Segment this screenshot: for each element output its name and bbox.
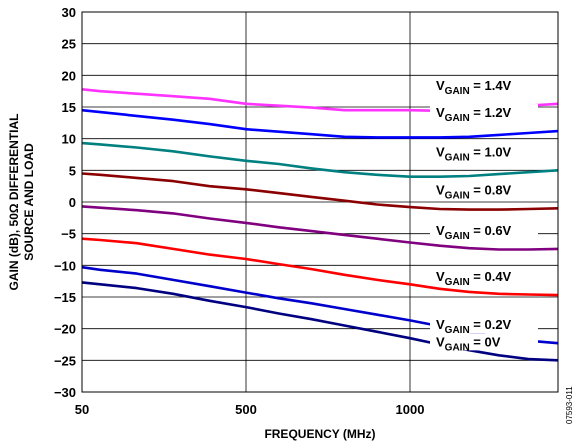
y-tick-label: −15 bbox=[54, 290, 76, 305]
series-line bbox=[81, 237, 559, 297]
series-label-background bbox=[430, 333, 538, 351]
series-label: VGAIN = 0V bbox=[436, 334, 501, 353]
series-label-background bbox=[430, 316, 538, 334]
y-tick-label: 15 bbox=[62, 100, 76, 115]
series-label-background bbox=[430, 221, 538, 239]
x-axis-title: FREQUENCY (MHz) bbox=[264, 427, 375, 441]
series-label: VGAIN = 0.4V bbox=[436, 269, 512, 288]
series-label: VGAIN = 1.0V bbox=[436, 144, 512, 163]
y-tick-label: −5 bbox=[61, 227, 76, 242]
plot-frame bbox=[81, 11, 559, 393]
figure-id: 07593-011 bbox=[565, 386, 574, 424]
y-tick-label: 10 bbox=[62, 132, 76, 147]
y-tick-label: −30 bbox=[54, 385, 76, 400]
series-label-background bbox=[430, 104, 538, 122]
series-label-background bbox=[430, 268, 538, 286]
y-tick-label: 5 bbox=[69, 163, 76, 178]
series-label: VGAIN = 0.6V bbox=[436, 223, 512, 242]
x-tick-label: 1000 bbox=[396, 402, 425, 417]
y-tick-label: 25 bbox=[62, 37, 76, 52]
x-tick-label: 50 bbox=[75, 402, 89, 417]
series-label: VGAIN = 1.2V bbox=[436, 105, 512, 124]
y-axis-title-line2: SOURCE AND LOAD bbox=[22, 143, 36, 261]
x-tick-label: 500 bbox=[235, 402, 257, 417]
series-label: VGAIN = 1.4V bbox=[436, 78, 512, 97]
series-line bbox=[81, 141, 559, 178]
y-tick-label: 20 bbox=[62, 68, 76, 83]
y-tick-label: 0 bbox=[69, 195, 76, 210]
y-tick-label: −25 bbox=[54, 353, 76, 368]
x-tick-labels: 50 500 1000 bbox=[75, 402, 425, 417]
series-label-background bbox=[430, 143, 538, 161]
series-line bbox=[81, 108, 559, 139]
series-label: VGAIN = 0.2V bbox=[436, 317, 512, 336]
series-label-background bbox=[430, 76, 538, 94]
y-axis-title-line1: GAIN (dB), 50Ω DIFFERENTIAL bbox=[7, 114, 21, 291]
series-labels: VGAIN = 1.4V VGAIN = 1.2V VGAIN = 1.0V VGAI… bbox=[430, 76, 538, 353]
y-tick-label: 30 bbox=[62, 5, 76, 20]
series-label-background bbox=[430, 181, 538, 199]
y-tick-labels: −30 −25 −20 −15 −10 −5 0 5 10 15 20 25 30 bbox=[54, 5, 76, 400]
series-label: VGAIN = 0.8V bbox=[436, 182, 512, 201]
y-tick-label: −20 bbox=[54, 322, 76, 337]
y-tick-label: −10 bbox=[54, 258, 76, 273]
series-line bbox=[81, 205, 559, 251]
series-line bbox=[81, 281, 559, 362]
series-line bbox=[81, 172, 559, 211]
